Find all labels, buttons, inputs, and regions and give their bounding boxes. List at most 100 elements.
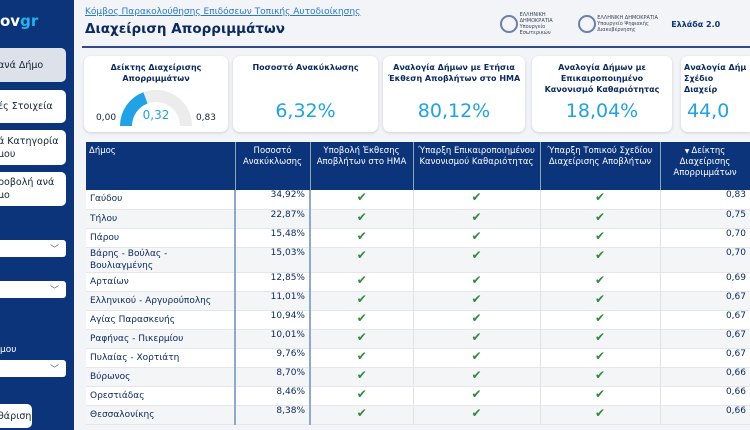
gauge-title: Δείκτης Διαχείρισης Απορριμμάτων bbox=[110, 63, 202, 83]
checkmark-icon: ✔ bbox=[540, 272, 661, 292]
col-report[interactable]: Υποβολή Έκθεσης Αποβλήτων στο ΗΜΑ bbox=[310, 142, 414, 190]
card-title: Αναλογία Δήμ Σχέδιο Διαχείρ bbox=[684, 63, 747, 94]
checkmark-icon: ✔ bbox=[310, 209, 414, 229]
cell-value: 0,66 bbox=[660, 367, 750, 387]
municipality-name: Πυλαίας - Χορτιάτη bbox=[86, 348, 236, 368]
gauge-max: 0,83 bbox=[195, 113, 216, 123]
cell-value: 0,67 bbox=[660, 348, 750, 368]
checkmark-icon: ✔ bbox=[310, 405, 414, 425]
card-value: 18,04% bbox=[565, 100, 639, 122]
gauge-chart bbox=[120, 90, 192, 126]
col-index[interactable]: ▼ Δείκτης Διαχείρισης Απορριμμάτων bbox=[660, 142, 750, 190]
nav-view[interactable]: ροβολή ανά μο bbox=[0, 172, 66, 206]
checkmark-icon: ✔ bbox=[540, 310, 661, 330]
cell-value: 34,92% bbox=[235, 190, 311, 210]
gov-logo: ovgr bbox=[0, 12, 39, 30]
checkmark-icon: ✔ bbox=[413, 209, 541, 229]
col-local-plan[interactable]: Ύπαρξη Τοπικού Σχεδίου Διαχείρισης Αποβλ… bbox=[540, 142, 661, 190]
card-value: 6,32% bbox=[275, 100, 336, 122]
checkmark-icon: ✔ bbox=[310, 348, 414, 368]
table-row[interactable]: Ραφήνας - Πικερμίου 10,01% ✔ ✔ ✔ 0,67 bbox=[86, 329, 750, 349]
greece-2-0-logo: Ελλάδα 2.0 bbox=[671, 19, 721, 29]
checkmark-icon: ✔ bbox=[413, 329, 541, 349]
kpi-card-recycling: Ποσοστό Ανακύκλωσης 6,32% bbox=[233, 56, 378, 132]
ministry-digital-logo: ΕΛΛΗΝΙΚΗ ΔΗΜΟΚΡΑΤΙΑ Υπουργείο Ψηφιακής Δ… bbox=[577, 15, 664, 33]
checkmark-icon: ✔ bbox=[413, 348, 541, 368]
gauge-fill bbox=[120, 92, 148, 126]
cell-value: 10,94% bbox=[235, 310, 311, 330]
cell-value: 10,01% bbox=[235, 329, 311, 349]
cell-value: 0,67 bbox=[660, 291, 750, 311]
col-recycling[interactable]: Ποσοστό Ανακύκλωσης bbox=[235, 142, 311, 190]
filter-dropdown-3[interactable]: ﹀ bbox=[0, 360, 66, 377]
nav-general-data[interactable]: ές Στοιχεία bbox=[0, 90, 66, 123]
page-title: Διαχείριση Απορριμμάτων bbox=[85, 21, 285, 37]
checkmark-icon: ✔ bbox=[310, 329, 414, 349]
table-row[interactable]: Βάρης - Βούλας - Βουλιαγμένης 15,03% ✔ ✔ ✔ 0,… bbox=[86, 247, 750, 273]
checkmark-icon: ✔ bbox=[540, 386, 661, 406]
sidebar: ovgr ανά Δήμο ές Στοιχεία ά Κατηγορία μο… bbox=[0, 0, 74, 430]
card-title: Αναλογία Δήμων με Επικαιροποιημένο Κανον… bbox=[544, 63, 660, 94]
gauge-min: 0,00 bbox=[96, 113, 117, 123]
table-row[interactable]: Βύρωνος 8,70% ✔ ✔ ✔ 0,66 bbox=[86, 367, 750, 387]
chevron-down-icon: ﹀ bbox=[49, 286, 59, 296]
partner-logos: ΕΛΛΗΝΙΚΗ ΔΗΜΟΚΡΑΤΙΑ Υπουργείο Εσωτερικών… bbox=[500, 12, 720, 36]
checkmark-icon: ✔ bbox=[540, 367, 661, 387]
chevron-down-icon: ﹀ bbox=[49, 245, 59, 255]
nav-category[interactable]: ά Κατηγορία μου bbox=[0, 130, 66, 165]
municipality-name: Βάρης - Βούλας - Βουλιαγμένης bbox=[86, 247, 236, 273]
checkmark-icon: ✔ bbox=[310, 190, 414, 210]
reset-button[interactable]: θάριση bbox=[0, 404, 32, 428]
table-row[interactable]: Θεσσαλονίκης 8,38% ✔ ✔ ✔ 0,66 bbox=[86, 405, 750, 425]
checkmark-icon: ✔ bbox=[413, 367, 541, 387]
cell-value: 0,67 bbox=[660, 310, 750, 330]
municipality-table: Δήμος Ποσοστό Ανακύκλωσης Υποβολή Έκθεση… bbox=[86, 142, 750, 425]
checkmark-icon: ✔ bbox=[540, 228, 661, 248]
table-row[interactable]: Πάρου 15,48% ✔ ✔ ✔ 0,70 bbox=[86, 228, 750, 248]
cell-value: 8,46% bbox=[235, 386, 311, 406]
card-title: Ποσοστό Ανακύκλωσης bbox=[252, 63, 359, 72]
col-municipality[interactable]: Δήμος bbox=[86, 142, 236, 190]
col-regulation[interactable]: Ύπαρξη Επικαιροποιημένου Κανονισμού Καθα… bbox=[413, 142, 541, 190]
municipality-name: Τήλου bbox=[86, 209, 236, 229]
table-row[interactable]: Ελληνικού - Αργυρούπολης 11,01% ✔ ✔ ✔ 0,67 bbox=[86, 291, 750, 311]
checkmark-icon: ✔ bbox=[413, 190, 541, 210]
table-row[interactable]: Γαύδου 34,92% ✔ ✔ ✔ 0,83 bbox=[86, 190, 750, 210]
cell-value: 8,38% bbox=[235, 405, 311, 425]
cell-value: 0,69 bbox=[660, 272, 750, 292]
filter-label: μου bbox=[0, 345, 17, 355]
table-row[interactable]: Τήλου 22,87% ✔ ✔ ✔ 0,75 bbox=[86, 209, 750, 229]
checkmark-icon: ✔ bbox=[540, 209, 661, 229]
gauge-card: Δείκτης Διαχείρισης Απορριμμάτων 0,32 0,… bbox=[84, 56, 228, 132]
cell-value: 0,66 bbox=[660, 405, 750, 425]
gauge-value: 0,32 bbox=[142, 108, 170, 122]
municipality-name: Γαύδου bbox=[86, 190, 236, 210]
sort-desc-icon: ▼ bbox=[684, 148, 690, 155]
checkmark-icon: ✔ bbox=[310, 228, 414, 248]
table-row[interactable]: Αρταίων 12,85% ✔ ✔ ✔ 0,69 bbox=[86, 272, 750, 292]
kpi-card-annual-report: Αναλογία Δήμων με Ετήσια Έκθεση Αποβλήτω… bbox=[383, 56, 525, 132]
checkmark-icon: ✔ bbox=[310, 367, 414, 387]
kpi-card-local-plan: Αναλογία Δήμ Σχέδιο Διαχείρ 44,0 bbox=[681, 56, 750, 132]
cell-value: 0,83 bbox=[660, 190, 750, 210]
nav-per-municipality[interactable]: ανά Δήμο bbox=[0, 48, 66, 82]
cell-value: 0,70 bbox=[660, 247, 750, 273]
card-title: Αναλογία Δήμων με Ετήσια Έκθεση Αποβλήτω… bbox=[387, 63, 521, 83]
table-row[interactable]: Πυλαίας - Χορτιάτη 9,76% ✔ ✔ ✔ 0,67 bbox=[86, 348, 750, 368]
col-index-label: Δείκτης Διαχείρισης Απορριμμάτων bbox=[673, 146, 737, 178]
table-row[interactable]: Ορεστιάδας 8,46% ✔ ✔ ✔ 0,66 bbox=[86, 386, 750, 406]
checkmark-icon: ✔ bbox=[540, 247, 661, 273]
checkmark-icon: ✔ bbox=[310, 386, 414, 406]
table-row[interactable]: Αγίας Παρασκευής 10,94% ✔ ✔ ✔ 0,67 bbox=[86, 310, 750, 330]
municipality-name: Αρταίων bbox=[86, 272, 236, 292]
breadcrumb-link[interactable]: Κόμβος Παρακολούθησης Επιδόσεων Τοπικής … bbox=[85, 7, 361, 17]
cell-value: 9,76% bbox=[235, 348, 311, 368]
checkmark-icon: ✔ bbox=[540, 405, 661, 425]
checkmark-icon: ✔ bbox=[413, 405, 541, 425]
checkmark-icon: ✔ bbox=[413, 228, 541, 248]
filter-dropdown-2[interactable]: ﹀ bbox=[0, 281, 66, 298]
municipality-name: Πάρου bbox=[86, 228, 236, 248]
filter-dropdown-1[interactable]: ﹀ bbox=[0, 240, 66, 257]
checkmark-icon: ✔ bbox=[413, 272, 541, 292]
checkmark-icon: ✔ bbox=[540, 348, 661, 368]
